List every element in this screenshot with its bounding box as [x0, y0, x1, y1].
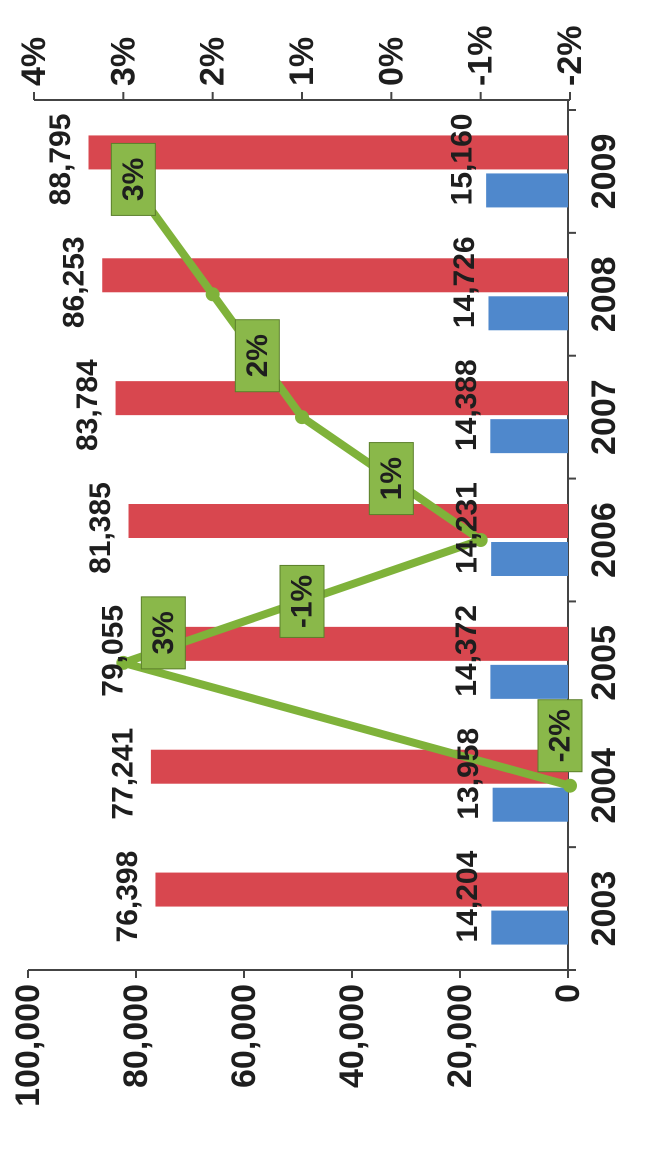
growth-label: 2%	[241, 334, 274, 377]
growth-label-box	[110, 142, 156, 216]
secondary-tick-label: 0%	[372, 37, 410, 86]
secondary-tick-label: 1%	[283, 37, 321, 86]
secondary-tick-label: -1%	[462, 26, 500, 86]
secondary-tick-label: 2%	[194, 37, 232, 86]
bar-segment-value-label: 14,726	[448, 236, 481, 328]
bar-segment	[490, 664, 568, 699]
bar-segment-value-label: 14,231	[451, 482, 484, 574]
primary-tick-label: 20,000	[441, 984, 479, 1088]
category-label: 2003	[585, 871, 623, 947]
secondary-tick-label: 4%	[15, 37, 53, 86]
category-label: 2009	[585, 134, 623, 210]
bar-total-value-label: 88,795	[44, 114, 77, 206]
category-label: 2007	[585, 379, 623, 455]
growth-label: -2%	[544, 709, 577, 762]
category-label: 2008	[585, 256, 623, 332]
category-label: 2006	[585, 502, 623, 578]
primary-tick-label: 100,000	[9, 984, 47, 1107]
bar-segment-value-label: 15,160	[446, 114, 479, 206]
growth-point	[563, 778, 577, 793]
growth-label: 1%	[375, 457, 408, 500]
category-label: 2005	[585, 625, 623, 701]
bar-total	[115, 381, 568, 416]
bar-total-value-label: 77,241	[106, 728, 139, 820]
labels-layer: 76,398 14,204 77,241 13,958 79,055 14,372 81,3…	[44, 114, 576, 943]
secondary-tick-label: 3%	[104, 37, 142, 86]
bar-segment-value-label: 14,388	[450, 359, 483, 451]
growth-label-box	[368, 442, 414, 516]
bar-segment	[486, 173, 568, 208]
growth-label-box	[140, 596, 186, 670]
bar-total	[155, 872, 568, 907]
bar-total-value-label: 83,784	[71, 359, 104, 451]
growth-label: 3%	[147, 611, 180, 654]
growth-line-layer	[110, 142, 583, 793]
bar-total	[88, 135, 568, 170]
bar-segment	[490, 419, 568, 454]
bar-total-value-label: 79,055	[97, 605, 130, 697]
growth-label: 3%	[117, 158, 150, 201]
growth-label-box	[279, 564, 325, 638]
growth-point	[116, 655, 131, 670]
growth-label: -1%	[286, 575, 319, 628]
axes-layer: 0 20,000 40,000 60,000 80,000 100,000 -2% -1% 0%…	[9, 26, 623, 1107]
growth-point	[205, 287, 220, 302]
bar-segment	[491, 542, 568, 576]
bar-segment-value-label: 14,204	[451, 850, 484, 942]
primary-tick-label: 60,000	[225, 984, 263, 1088]
primary-tick-label: 0	[549, 984, 587, 1003]
growth-label-box	[537, 699, 583, 773]
category-label: 2004	[585, 748, 623, 824]
bar-segment-value-label: 13,958	[452, 728, 485, 820]
bar-total-value-label: 76,398	[111, 851, 144, 943]
growth-label-box	[234, 319, 280, 393]
primary-tick-label: 40,000	[333, 984, 371, 1088]
bar-segment	[491, 910, 568, 945]
bar-segment	[492, 787, 568, 822]
bar-total-value-label: 86,253	[58, 236, 91, 328]
growth-point	[473, 533, 488, 547]
bars-layer	[88, 135, 569, 945]
bar-total	[128, 504, 568, 538]
bar-total	[102, 258, 569, 293]
growth-point	[295, 410, 309, 425]
bar-total-value-label: 81,385	[84, 482, 117, 574]
bar-segment	[488, 296, 568, 331]
primary-tick-label: 80,000	[117, 984, 155, 1088]
bar-segment-value-label: 14,372	[450, 605, 483, 697]
secondary-tick-label: -2%	[551, 26, 589, 86]
